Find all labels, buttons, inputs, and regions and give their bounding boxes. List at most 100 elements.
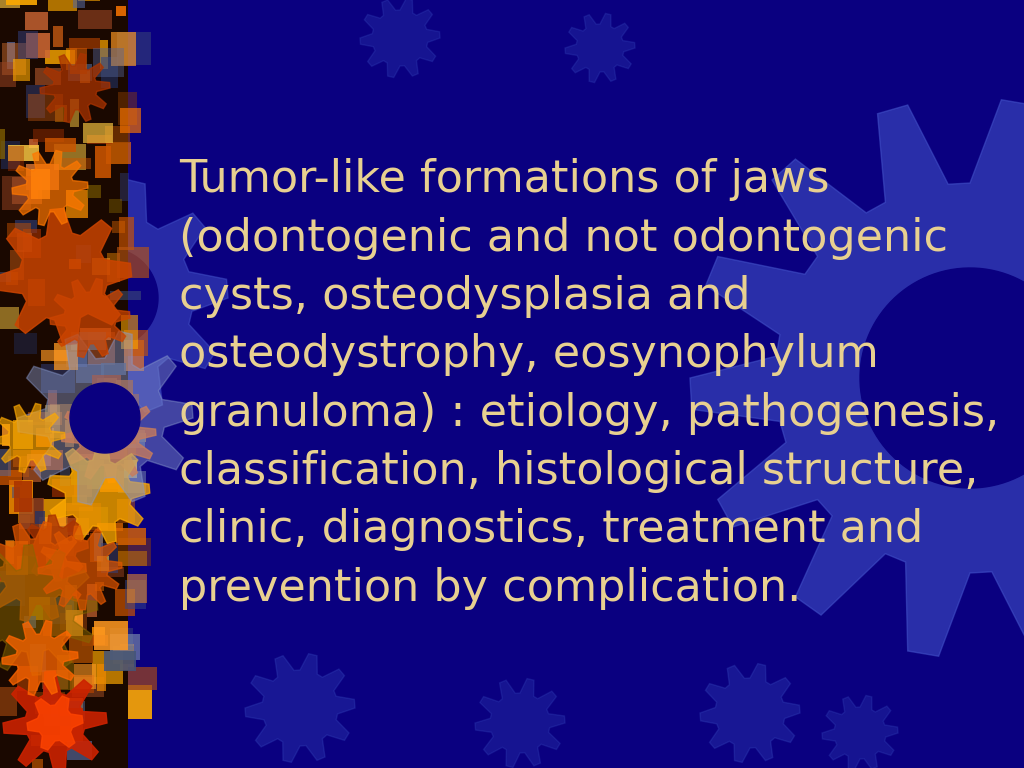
Bar [0,0,20,8]
Bar [1,141,20,169]
Polygon shape [0,180,228,416]
Bar [12,177,42,204]
Bar [0,571,26,606]
Bar [36,428,54,448]
Bar [97,556,110,571]
Bar [67,503,101,532]
Bar [11,487,20,498]
Bar [113,220,125,233]
Bar [113,395,139,406]
Bar [26,85,45,118]
Bar [65,503,93,511]
Bar [53,144,86,170]
Bar [92,627,104,645]
Bar [66,190,87,218]
Bar [77,364,103,383]
Bar [18,498,35,524]
Bar [92,258,110,276]
Bar [113,647,134,664]
Bar [25,12,48,30]
Bar [30,644,45,672]
Bar [128,667,157,690]
Bar [32,759,43,768]
Polygon shape [17,331,193,505]
Polygon shape [27,696,83,750]
Bar [52,523,74,556]
Bar [55,105,67,122]
Bar [120,644,134,670]
Bar [92,375,121,390]
Bar [6,541,28,575]
Bar [125,580,145,609]
Polygon shape [565,13,635,83]
Bar [39,517,68,544]
Bar [95,582,104,591]
Bar [0,272,11,282]
Bar [14,481,33,511]
Bar [93,48,124,77]
Bar [112,430,145,449]
Bar [15,220,38,233]
Bar [71,332,105,349]
Polygon shape [50,279,130,358]
Bar [87,584,97,617]
Bar [19,498,44,529]
Bar [18,515,30,544]
Bar [12,59,30,81]
Bar [68,65,92,81]
Bar [71,460,104,485]
Bar [31,169,50,199]
Bar [100,465,124,492]
Bar [67,611,84,636]
Bar [41,349,68,361]
Bar [66,352,87,366]
Bar [103,651,136,671]
Bar [121,315,138,349]
Bar [124,441,136,457]
Polygon shape [0,521,86,621]
Bar [28,455,50,466]
Bar [92,651,123,684]
Bar [17,233,32,252]
Bar [2,424,10,446]
Bar [16,556,39,574]
Bar [116,589,135,616]
Bar [97,664,106,690]
Bar [69,260,81,269]
Bar [43,499,67,526]
Bar [68,518,89,535]
Bar [119,471,146,493]
Bar [50,404,72,438]
Polygon shape [38,526,122,610]
FancyBboxPatch shape [0,0,128,768]
Bar [53,26,63,47]
Bar [80,70,90,83]
Bar [13,420,33,449]
Bar [48,389,57,412]
Bar [16,667,38,691]
Bar [31,450,63,470]
Bar [0,687,16,717]
Bar [89,533,102,562]
Bar [8,480,33,514]
Bar [106,142,131,164]
Bar [67,698,83,713]
Polygon shape [700,664,800,763]
Bar [8,146,24,171]
Bar [124,340,143,372]
Polygon shape [23,515,88,581]
Polygon shape [0,403,65,472]
Bar [69,636,93,663]
Bar [100,432,110,445]
Bar [118,498,135,523]
Bar [100,362,126,375]
Bar [87,185,101,197]
Bar [20,422,52,434]
Bar [120,402,135,423]
Bar [28,94,62,121]
Bar [18,31,38,59]
Bar [66,585,78,620]
Bar [0,469,23,485]
Bar [12,450,46,467]
Bar [100,438,127,459]
